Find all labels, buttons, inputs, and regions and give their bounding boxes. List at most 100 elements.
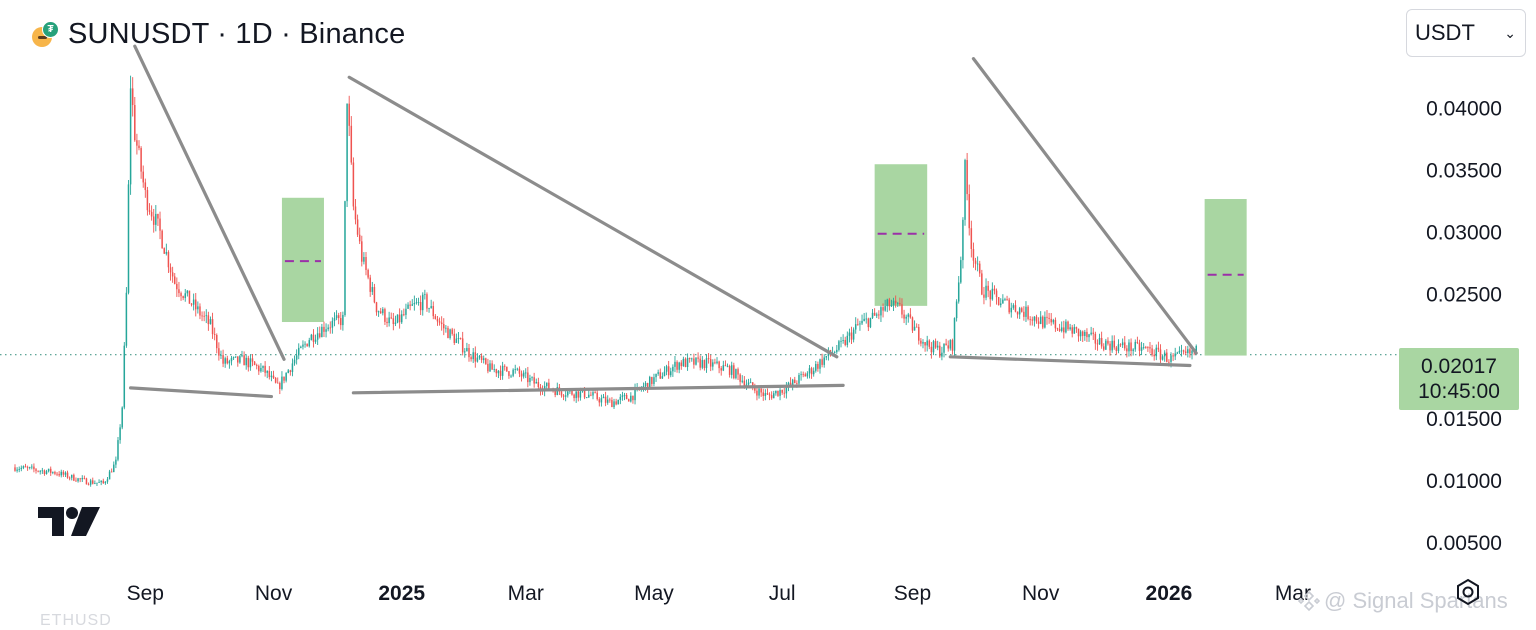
candle-body: [928, 340, 931, 347]
candle-body: [873, 312, 876, 316]
candle-body: [859, 323, 861, 325]
currency-select[interactable]: USDT ⌄: [1406, 9, 1526, 57]
candle-body: [79, 478, 81, 480]
candle-body: [272, 375, 275, 378]
candle-body: [24, 466, 27, 468]
gear-icon[interactable]: [1453, 577, 1483, 607]
candle-body: [1002, 299, 1004, 304]
candle-body: [302, 344, 304, 347]
candle-body: [522, 372, 525, 377]
candle-body: [1168, 361, 1170, 363]
candle-body: [129, 88, 132, 185]
candle-body: [598, 399, 601, 403]
candle-body: [1132, 349, 1134, 352]
candle-body: [825, 355, 828, 358]
candle-body: [1092, 332, 1094, 334]
candle-body: [85, 478, 88, 485]
tradingview-logo-icon[interactable]: [38, 505, 100, 537]
candle-body: [714, 362, 716, 364]
candle-body: [1075, 327, 1078, 329]
candle-body: [119, 427, 121, 441]
candle-body: [293, 359, 296, 364]
candle-body: [358, 234, 361, 242]
candle-body: [524, 372, 527, 374]
candle-body: [1159, 349, 1162, 360]
candle-body: [808, 368, 811, 374]
candle-body: [115, 459, 117, 465]
candle-body: [533, 377, 535, 384]
candle-body: [241, 355, 243, 357]
candle-body: [844, 340, 846, 345]
candle-body: [875, 314, 878, 316]
candle-body: [1195, 346, 1197, 353]
candle-body: [451, 329, 453, 334]
candle-body: [997, 297, 1000, 306]
candle-body: [1124, 342, 1126, 349]
candle-body: [1023, 311, 1025, 317]
time-axis[interactable]: Sep Nov 2025 Mar May Jul Sep Nov 2026 Mar: [127, 582, 1311, 605]
candle-body: [846, 335, 849, 345]
candle-body: [531, 377, 533, 379]
candle-body: [180, 293, 182, 297]
candle-body: [173, 276, 176, 284]
candle-body: [138, 145, 140, 149]
candle-body: [577, 391, 580, 398]
price-tick-label: 0.01500: [1426, 408, 1502, 431]
candle-body: [216, 334, 218, 349]
candle-body: [1172, 355, 1174, 357]
candle-body: [722, 365, 725, 371]
candle-body: [806, 373, 809, 377]
candle-body: [611, 400, 613, 408]
candle-body: [22, 466, 25, 468]
candle-body: [1191, 350, 1193, 354]
candle-body: [932, 341, 935, 353]
price-axis[interactable]: 0.04000 0.03500 0.03000 0.02500 0.01500 0.010…: [1426, 97, 1502, 555]
candle-body: [325, 329, 327, 332]
candle-body: [321, 326, 323, 338]
candle-body: [794, 379, 796, 384]
candle-body: [274, 377, 277, 383]
candle-body: [276, 382, 279, 384]
candle-body: [665, 366, 668, 372]
candle-body: [499, 370, 502, 376]
symbol-title[interactable]: SUNUSDT · 1D · Binance: [68, 17, 406, 50]
candle-body: [619, 396, 622, 400]
candle-body: [108, 471, 111, 480]
trendline-3: [347, 75, 839, 359]
candle-body: [728, 365, 731, 375]
candle-body: [203, 315, 205, 317]
candle-body: [49, 468, 52, 473]
price-tick-label: 0.01000: [1426, 470, 1502, 493]
candle-body: [342, 315, 344, 326]
price-tick-label: 0.02500: [1426, 284, 1502, 307]
candle-body: [77, 478, 79, 482]
candle-body: [648, 376, 651, 390]
candle-body: [1187, 349, 1189, 353]
candle-body: [953, 318, 956, 351]
candle-body: [1126, 348, 1128, 352]
candle-body: [657, 372, 659, 374]
candle-body: [957, 282, 960, 302]
candle-body: [751, 382, 754, 388]
candle-body: [1109, 343, 1111, 351]
candle-body: [1052, 319, 1055, 323]
candle-body: [157, 213, 159, 219]
candle-body: [974, 260, 977, 264]
candle-body: [495, 369, 498, 374]
candle-body: [430, 306, 432, 309]
candle-body: [775, 390, 777, 394]
candle-body: [762, 392, 765, 396]
candle-body: [667, 366, 670, 376]
candle-body: [417, 302, 420, 303]
candle-body: [838, 341, 840, 350]
candle-body: [207, 315, 210, 325]
candle-body: [890, 305, 893, 307]
trendlines[interactable]: [129, 44, 1198, 399]
candle-body: [365, 257, 367, 270]
candle-body: [136, 140, 138, 146]
candle-body: [596, 392, 598, 400]
candle-body: [434, 316, 437, 320]
candle-body: [695, 357, 697, 365]
candle-body: [934, 341, 937, 348]
